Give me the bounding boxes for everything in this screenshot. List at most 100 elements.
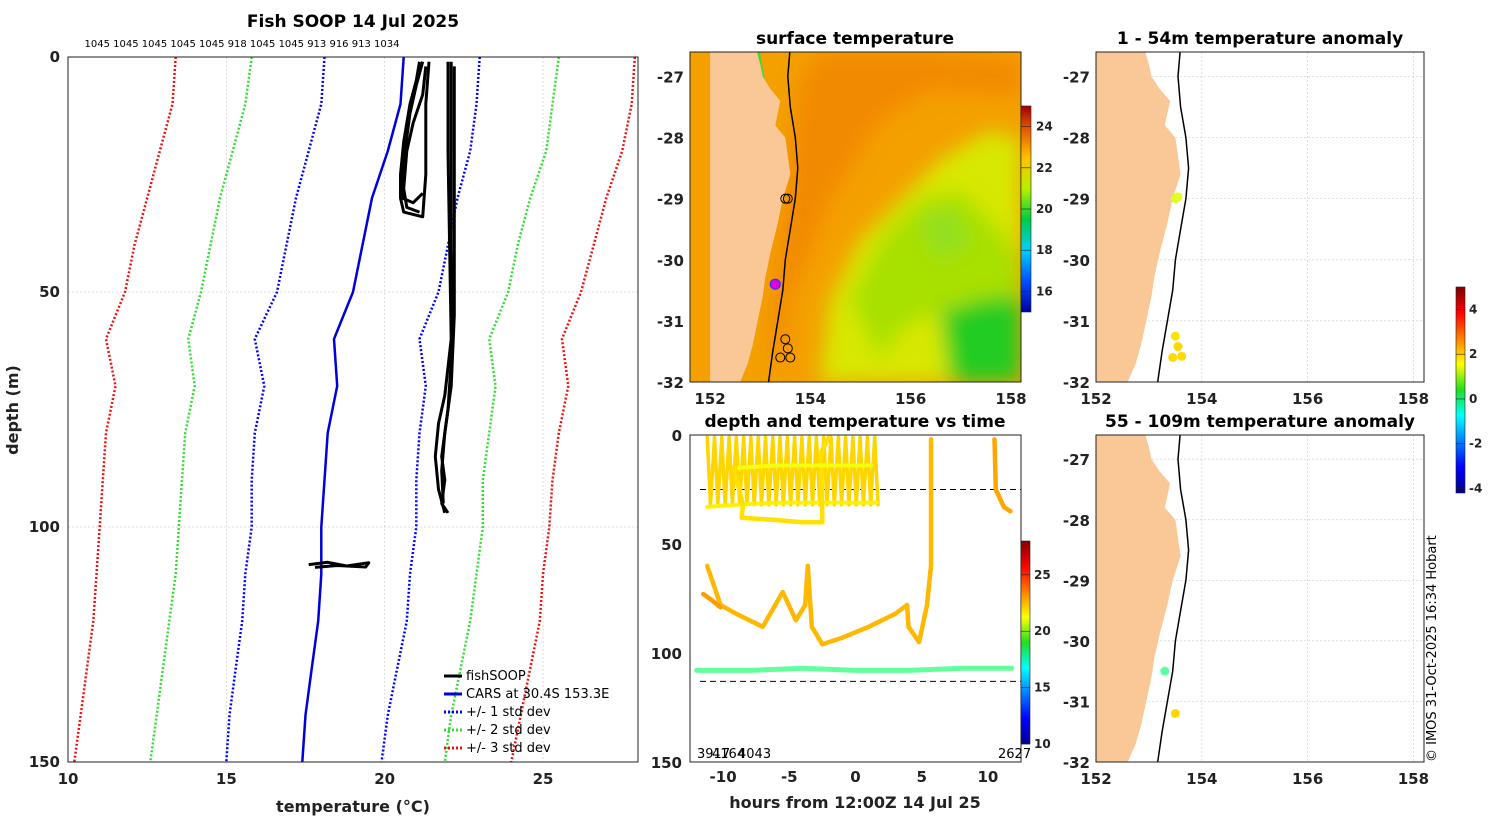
map-xtick-label: 156 bbox=[895, 390, 926, 408]
sst-title: surface temperature bbox=[756, 29, 954, 49]
map-ytick-label: -32 bbox=[657, 374, 684, 392]
profile-series-line bbox=[225, 57, 326, 762]
anomaly1-ticks: 152 154 156 158 -27 -28 -29 -30 -31 -32 bbox=[1063, 68, 1429, 408]
map-ytick-label: -28 bbox=[1063, 512, 1090, 530]
map-ytick-label: -29 bbox=[657, 191, 684, 209]
timeseries-xtick-label: 0 bbox=[850, 768, 860, 786]
anomaly1-shelf-contour bbox=[1156, 52, 1190, 382]
timeseries-ytick-label: 100 bbox=[651, 645, 682, 663]
profile-ytick-label: 0 bbox=[50, 48, 60, 66]
timeseries-xtick-label: -5 bbox=[781, 768, 798, 786]
map-xtick-label: 154 bbox=[1186, 770, 1217, 788]
map-xtick-label: 156 bbox=[1292, 770, 1323, 788]
map-ytick-label: -30 bbox=[1063, 633, 1090, 651]
profile-xtick-label: 10 bbox=[58, 770, 79, 788]
map-xtick-label: 154 bbox=[1186, 390, 1217, 408]
timeseries-xtick-label: 5 bbox=[916, 768, 926, 786]
anomaly-point bbox=[1173, 342, 1183, 352]
map-xtick-label: 156 bbox=[1292, 390, 1323, 408]
map-ytick-label: -29 bbox=[1063, 191, 1090, 209]
profile-legend: fishSOOP CARS at 30.4S 153.3E +/- 1 std … bbox=[444, 669, 609, 756]
timeseries-colorbar-tick-label: 20 bbox=[1034, 624, 1051, 638]
anomaly2-title: 55 - 109m temperature anomaly bbox=[1105, 412, 1415, 432]
anomaly2-points bbox=[1160, 666, 1180, 719]
map-ytick-label: -31 bbox=[1063, 693, 1090, 711]
profile-series-line bbox=[149, 57, 253, 762]
anomaly1-points bbox=[1168, 192, 1187, 363]
sst-panel: surface temperature 152 154 156 158 -27 -28 -2… bbox=[657, 29, 1053, 408]
map-xtick-label: 158 bbox=[995, 390, 1026, 408]
sst-cold-patch bbox=[940, 295, 1021, 382]
sst-warm-core bbox=[770, 52, 1021, 380]
profile-series-line bbox=[402, 66, 428, 214]
timeseries-title: depth and temperature vs time bbox=[705, 412, 1006, 432]
timeseries-count-3: 4043 bbox=[738, 747, 771, 762]
sst-shelf-contour bbox=[767, 52, 799, 382]
profile-xtick-label: 15 bbox=[216, 770, 237, 788]
anomaly2-ticks: 152 154 156 158 -27 -28 -29 -30 -31 -32 bbox=[1063, 451, 1429, 788]
sst-ticks: 152 154 156 158 -27 -28 -29 -30 -31 -32 bbox=[657, 68, 1027, 408]
timeseries-colorbar-tick-label: 15 bbox=[1034, 681, 1051, 695]
sst-colorbar-ticks: 24 22 20 18 16 bbox=[1021, 120, 1053, 298]
timeseries-track bbox=[704, 437, 934, 647]
map-ytick-label: -27 bbox=[657, 68, 684, 86]
sst-station-marker bbox=[782, 343, 793, 354]
timeseries-colorbar bbox=[1020, 540, 1031, 745]
profile-title: Fish SOOP 14 Jul 2025 bbox=[247, 12, 459, 32]
anomaly-colorbar-tick-label: -4 bbox=[1469, 482, 1482, 496]
map-ytick-label: -32 bbox=[1063, 754, 1090, 772]
timeseries-count-2: 4164 bbox=[712, 747, 745, 762]
map-ytick-label: -31 bbox=[1063, 313, 1090, 331]
anomaly1-axes-box bbox=[1095, 51, 1425, 383]
map-ytick-label: -28 bbox=[1063, 130, 1090, 148]
anomaly2-axes-box bbox=[1095, 434, 1425, 763]
anomaly-colorbar-ticks: 4 2 0 -2 -4 bbox=[1456, 302, 1482, 496]
timeseries-track bbox=[992, 437, 1013, 514]
timeseries-track bbox=[737, 463, 874, 470]
profile-series-line bbox=[399, 61, 431, 219]
sst-colorbar-tick-label: 20 bbox=[1036, 202, 1053, 216]
profile-series-line bbox=[380, 57, 481, 762]
timeseries-track bbox=[694, 665, 1015, 673]
timeseries-tracks bbox=[694, 435, 1021, 682]
sst-colorbar-tick-label: 24 bbox=[1036, 120, 1053, 134]
sst-land bbox=[710, 52, 791, 382]
anomaly2-panel: 55 - 109m temperature anomaly 152 154 156 1… bbox=[1063, 286, 1482, 788]
profile-ylabel: depth (m) bbox=[3, 365, 22, 455]
timeseries-count-4: 2627 bbox=[998, 747, 1031, 762]
timeseries-xtick-label: 10 bbox=[977, 768, 998, 786]
timeseries-colorbar-tick-label: 25 bbox=[1034, 568, 1051, 582]
profile-ytick-label: 150 bbox=[29, 753, 60, 771]
sst-cool-inner bbox=[850, 190, 1021, 360]
map-ytick-label: -31 bbox=[657, 313, 684, 331]
anomaly-point bbox=[1170, 709, 1180, 719]
timeseries-track bbox=[705, 435, 880, 507]
profile-ytick-label: 50 bbox=[39, 283, 60, 301]
timeseries-colorbar-ticks: 25 20 15 10 bbox=[1021, 568, 1051, 751]
profile-xtick-label: 20 bbox=[374, 770, 395, 788]
profile-series-line bbox=[400, 61, 425, 205]
anomaly-point bbox=[1173, 192, 1183, 202]
timeseries-panel: depth and temperature vs time -10 -5 0 5 100… bbox=[651, 412, 1051, 812]
map-xtick-label: 154 bbox=[795, 390, 826, 408]
anomaly-colorbar-tick-label: -2 bbox=[1469, 437, 1482, 451]
timeseries-track bbox=[705, 500, 879, 509]
timeseries-xlabel: hours from 12:00Z 14 Jul 25 bbox=[729, 793, 980, 812]
map-ytick-label: -30 bbox=[1063, 252, 1090, 270]
anomaly-point bbox=[1177, 351, 1187, 361]
anomaly-colorbar-tick-label: 2 bbox=[1469, 347, 1477, 361]
map-ytick-label: -29 bbox=[1063, 572, 1090, 590]
timeseries-count-1: 3917 bbox=[697, 747, 730, 762]
sst-colorbar-tick-label: 18 bbox=[1036, 243, 1053, 257]
sst-cool-patch bbox=[920, 210, 970, 260]
profile-series-line bbox=[433, 61, 453, 514]
map-xtick-label: 158 bbox=[1398, 770, 1429, 788]
legend-label-std2: +/- 2 std dev bbox=[466, 723, 551, 738]
legend-label-fish: fishSOOP bbox=[466, 669, 526, 684]
profile-series-line bbox=[440, 66, 456, 504]
legend-label-std3: +/- 3 std dev bbox=[466, 741, 551, 756]
